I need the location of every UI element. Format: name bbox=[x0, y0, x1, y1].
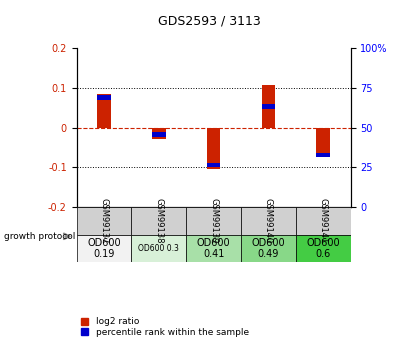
Bar bbox=[262, 85, 275, 128]
Bar bbox=[241, 207, 296, 235]
Text: GDS2593 / 3113: GDS2593 / 3113 bbox=[158, 14, 261, 28]
Bar bbox=[316, 152, 330, 157]
Bar bbox=[186, 207, 241, 235]
Text: GSM99141: GSM99141 bbox=[319, 198, 328, 244]
Text: GSM99138: GSM99138 bbox=[154, 198, 163, 244]
Bar bbox=[97, 94, 111, 128]
Bar bbox=[131, 235, 186, 262]
Bar bbox=[77, 235, 131, 262]
Text: OD600 0.3: OD600 0.3 bbox=[138, 244, 179, 253]
Bar bbox=[131, 207, 186, 235]
Text: growth protocol: growth protocol bbox=[4, 232, 75, 241]
Bar bbox=[152, 128, 166, 139]
Legend: log2 ratio, percentile rank within the sample: log2 ratio, percentile rank within the s… bbox=[81, 317, 249, 337]
Bar bbox=[207, 162, 220, 167]
Text: OD600
0.19: OD600 0.19 bbox=[87, 238, 121, 259]
Bar bbox=[186, 235, 241, 262]
Bar bbox=[77, 207, 131, 235]
Bar bbox=[152, 132, 166, 137]
Bar bbox=[316, 128, 330, 157]
Bar bbox=[241, 235, 296, 262]
Text: GSM99140: GSM99140 bbox=[264, 198, 273, 244]
Bar bbox=[296, 207, 351, 235]
Bar bbox=[207, 128, 220, 169]
Text: OD600
0.49: OD600 0.49 bbox=[251, 238, 285, 259]
Bar bbox=[262, 104, 275, 109]
Text: OD600
0.6: OD600 0.6 bbox=[306, 238, 340, 259]
Text: GSM99137: GSM99137 bbox=[100, 198, 108, 244]
Bar bbox=[296, 235, 351, 262]
Text: GSM99139: GSM99139 bbox=[209, 198, 218, 244]
Bar bbox=[97, 95, 111, 100]
Text: OD600
0.41: OD600 0.41 bbox=[197, 238, 231, 259]
